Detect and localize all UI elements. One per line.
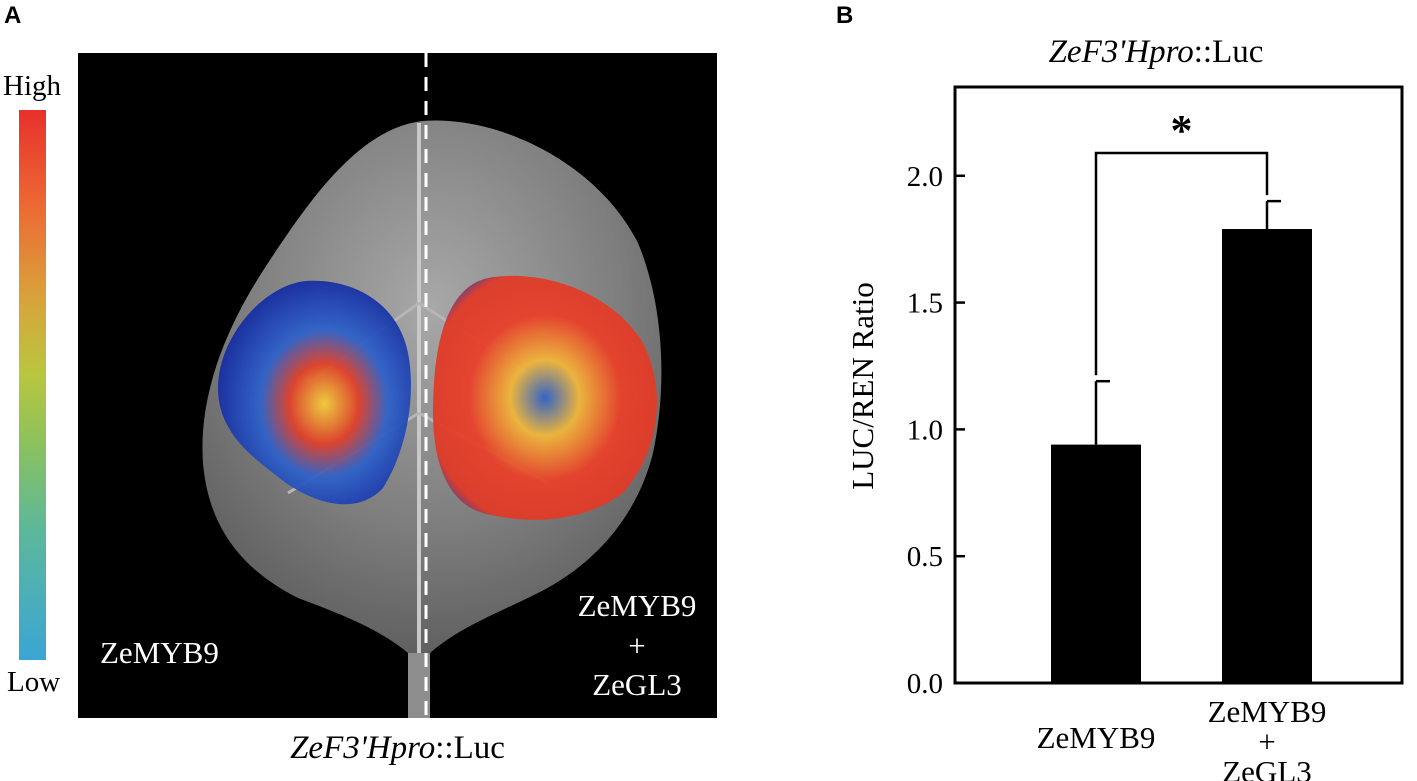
significance-bracket xyxy=(1094,151,1269,376)
leaf-right-label-line2: + xyxy=(628,628,645,663)
y-tick-label: 2.0 xyxy=(907,161,943,193)
bar xyxy=(1222,229,1312,684)
y-tick-label: 1.5 xyxy=(907,288,943,320)
x-tick-label: ZeMYB9 xyxy=(1208,694,1327,729)
panel-b-letter: B xyxy=(836,2,854,29)
luminescence-colorbar xyxy=(19,110,46,660)
x-tick-label: ZeGL3 xyxy=(1222,754,1312,781)
leaf-left-label: ZeMYB9 xyxy=(100,635,219,670)
chart-title-rest: ::Luc xyxy=(1194,34,1264,70)
y-tick-label: 1.0 xyxy=(907,414,943,446)
bar xyxy=(1051,444,1141,683)
x-tick-label: + xyxy=(1258,724,1275,759)
leaf-right-label-line1: ZeMYB9 xyxy=(578,588,697,623)
panel-a-caption: ZeF3'Hpro::Luc xyxy=(78,730,717,767)
panel-a-letter: A xyxy=(4,2,22,29)
panel-a-caption-rest: ::Luc xyxy=(435,730,505,766)
panel-a-caption-italic: ZeF3'Hpro xyxy=(290,730,436,766)
y-tick-label: 0.5 xyxy=(907,541,943,573)
scale-low-label: Low xyxy=(7,666,61,698)
y-tick-label: 0.0 xyxy=(907,668,943,700)
leaf-luminescence-image: ZeMYB9 ZeMYB9 + ZeGL3 xyxy=(78,53,717,718)
plot-frame xyxy=(953,85,1404,685)
x-tick-label: ZeMYB9 xyxy=(1037,720,1156,755)
leaf-right-label-line3: ZeGL3 xyxy=(592,667,682,702)
chart-title-italic: ZeF3'Hpro xyxy=(1049,34,1194,70)
significance-marker: * xyxy=(1171,106,1193,155)
y-axis-label: LUC/REN Ratio xyxy=(845,282,880,490)
scale-high-label: High xyxy=(3,70,61,102)
chart-title: ZeF3'Hpro::Luc xyxy=(1049,34,1264,70)
